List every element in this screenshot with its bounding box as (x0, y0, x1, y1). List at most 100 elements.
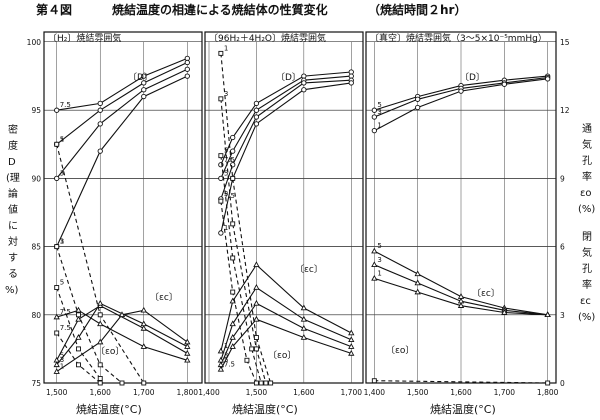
data-point (97, 320, 104, 327)
data-point (545, 380, 551, 386)
x-tick-label: 1,500 (407, 388, 429, 397)
data-point (348, 336, 355, 343)
data-point (371, 247, 378, 254)
x-tick-label: 1,500 (246, 388, 268, 397)
y-tick-label: 80 (31, 311, 41, 320)
group-annotation: 〔εc〕 (295, 264, 323, 275)
data-point (184, 343, 191, 349)
data-point (545, 76, 551, 82)
data-point (371, 378, 377, 384)
data-point (53, 368, 60, 374)
series-label: 1 (60, 238, 64, 246)
data-point (141, 87, 147, 93)
data-point (184, 66, 190, 72)
data-point (97, 362, 103, 368)
data-point (217, 347, 225, 354)
right-axis-char: (%) (578, 204, 595, 215)
x-tick-label: 1,600 (293, 388, 315, 397)
left-axis-char: %) (5, 285, 19, 296)
data-point (457, 302, 465, 308)
data-point (301, 80, 307, 86)
series-line-open-porosity (374, 380, 548, 384)
series-line-density (56, 57, 188, 111)
series-label: 1 (377, 122, 381, 130)
data-point (258, 380, 264, 386)
data-point (300, 324, 307, 331)
data-point (229, 333, 236, 340)
x-tick-label: 1,400 (198, 388, 220, 397)
data-point (230, 221, 236, 227)
data-point (184, 349, 191, 356)
x-tick-label: 1,700 (494, 388, 516, 397)
data-point (76, 362, 81, 368)
data-point (230, 175, 236, 181)
data-point (97, 380, 103, 386)
data-point (414, 288, 421, 295)
data-point (371, 274, 378, 281)
plot-frame (204, 31, 364, 384)
data-point (54, 330, 60, 336)
data-point (54, 107, 60, 113)
series-label: 1 (60, 135, 64, 143)
group-annotation: 〔εo〕 (268, 350, 296, 361)
data-point (253, 346, 259, 352)
y2-tick-label: 12 (560, 106, 570, 115)
series-label: 7.5 (224, 360, 235, 368)
data-point (371, 261, 378, 268)
data-point (415, 96, 421, 102)
left-axis-char: D (8, 157, 16, 168)
data-point (118, 311, 126, 318)
data-point (301, 87, 307, 93)
series-label: 7.5 (60, 324, 71, 332)
series-label: 1 (224, 342, 228, 350)
x-tick-label: 1,700 (341, 388, 363, 397)
data-point (230, 289, 236, 295)
data-point (371, 114, 377, 120)
series-label: 1 (224, 224, 228, 232)
x-axis-title-h2: 焼結温度(°C) (76, 402, 142, 416)
data-point (97, 376, 103, 381)
right-axis-label-bottom: 閉 気 孔 率 εc (%) (578, 231, 595, 323)
data-point (217, 361, 225, 368)
x-tick-label: 1,800 (537, 388, 559, 397)
series-label: 3 (60, 169, 64, 177)
series-line-open-porosity (220, 53, 272, 384)
data-point (253, 335, 259, 340)
data-point (544, 311, 551, 318)
x-tick-label: 1,600 (450, 388, 472, 397)
data-point (140, 306, 147, 313)
series-label: 5 (60, 351, 64, 359)
data-point (119, 380, 125, 386)
x-axis-title-h2-h2o: 焼結温度(°C) (232, 402, 298, 416)
x-tick-label: 1,400 (364, 388, 386, 397)
data-point (229, 320, 236, 327)
data-point (54, 285, 60, 290)
series-label: 3 (60, 356, 64, 364)
series-line-density (220, 82, 352, 234)
y-tick-label: 85 (31, 243, 41, 252)
data-point (253, 121, 260, 127)
series-label: 3 (224, 351, 228, 359)
data-point (184, 338, 191, 345)
series-label: 3 (224, 90, 228, 98)
series-line-open-porosity (220, 98, 267, 384)
left-axis-label: 密 度 D (理 論 値 に 対 す る %) (5, 123, 20, 296)
data-point (268, 380, 274, 386)
data-point (218, 198, 224, 204)
y-tick-label: 100 (27, 38, 42, 47)
data-point (76, 346, 81, 352)
left-axis-char: る (8, 268, 18, 280)
data-point (97, 299, 104, 306)
right-axis-char: 気 (582, 246, 592, 259)
data-point (229, 297, 236, 304)
series-line-closed-porosity (220, 286, 352, 361)
series-line-open-porosity (220, 155, 262, 384)
series-label: 1 (60, 363, 64, 371)
left-axis-char: す (8, 252, 18, 264)
data-point (141, 80, 147, 86)
data-point (253, 107, 260, 113)
data-point (217, 356, 225, 363)
data-point (253, 261, 260, 268)
